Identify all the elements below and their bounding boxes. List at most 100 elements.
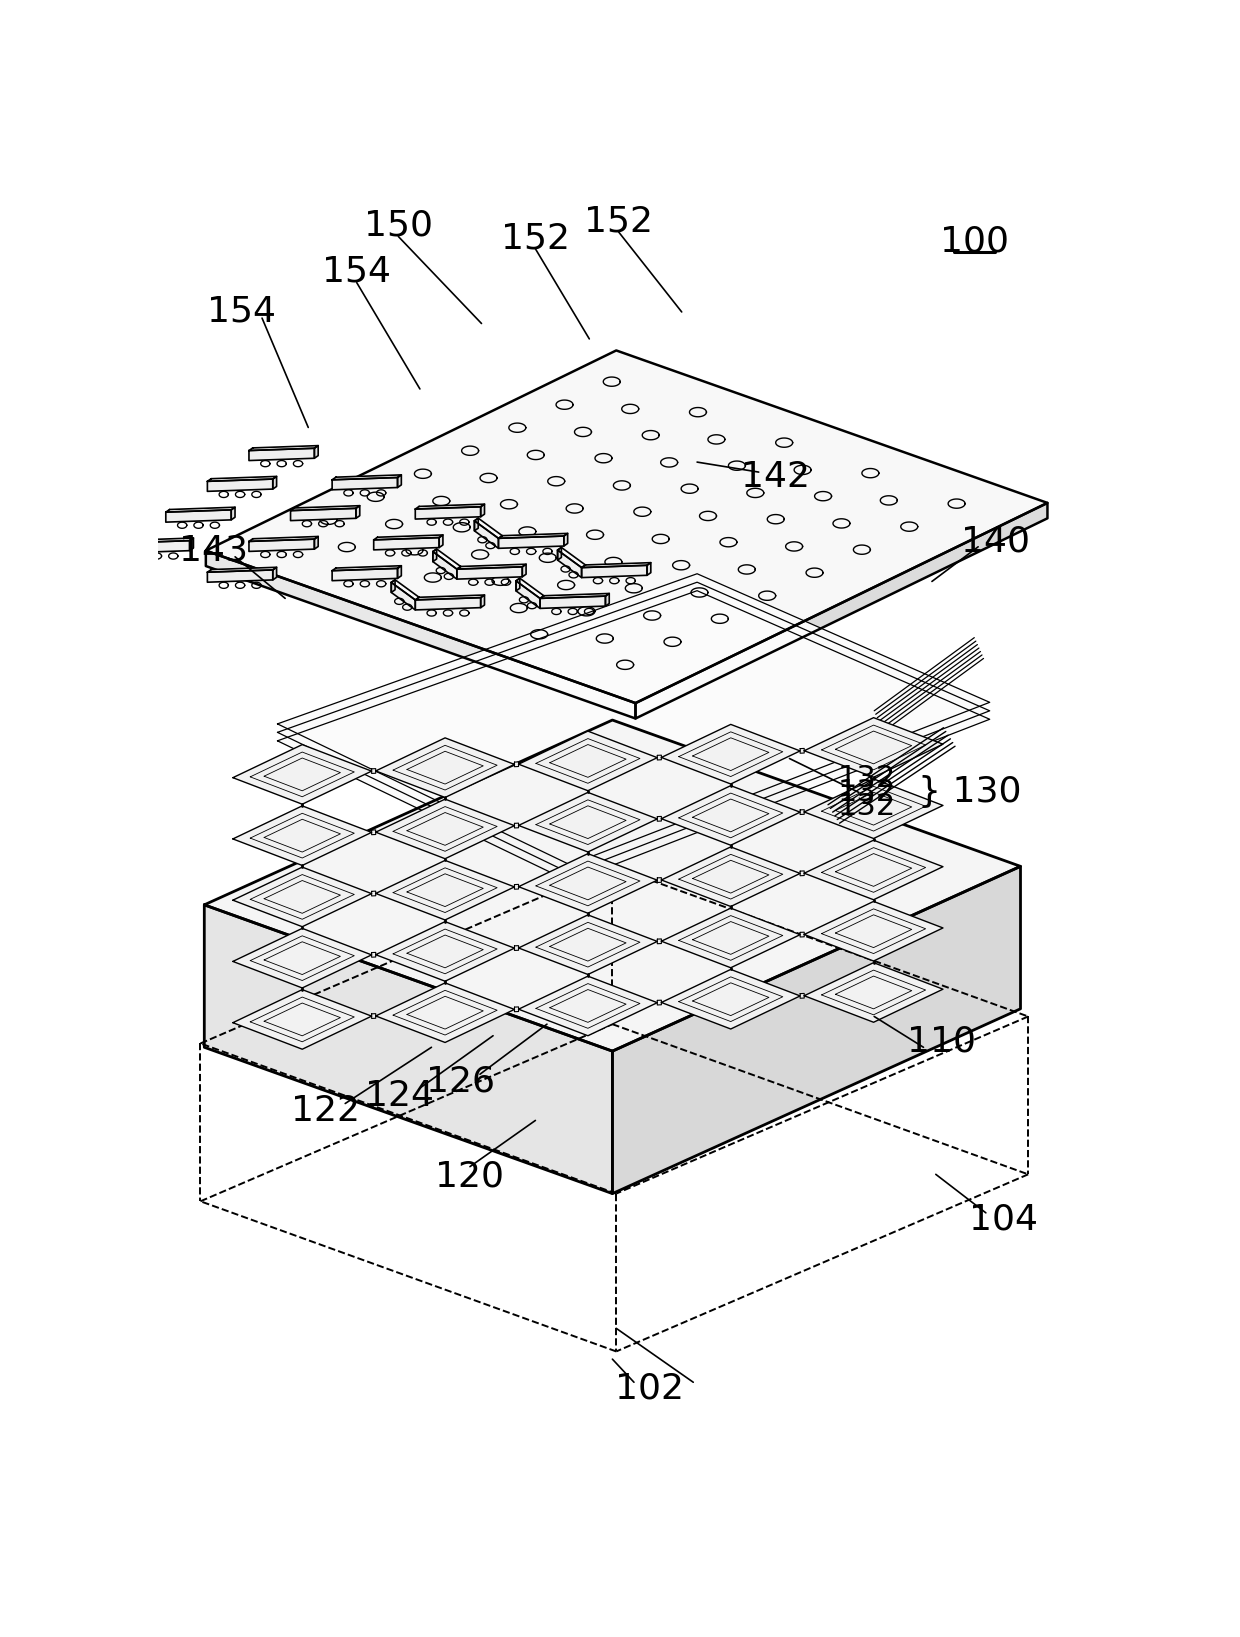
Polygon shape: [516, 581, 541, 609]
Polygon shape: [415, 504, 485, 509]
Text: 154: 154: [207, 295, 275, 329]
Polygon shape: [124, 539, 193, 543]
Text: 132: 132: [837, 792, 895, 820]
Polygon shape: [356, 506, 360, 519]
Polygon shape: [605, 594, 609, 606]
Polygon shape: [805, 963, 942, 1021]
Polygon shape: [332, 478, 398, 489]
Polygon shape: [415, 507, 481, 519]
Polygon shape: [273, 476, 277, 489]
Text: 140: 140: [961, 524, 1030, 558]
Polygon shape: [518, 976, 657, 1036]
Polygon shape: [522, 565, 526, 576]
Polygon shape: [498, 534, 568, 539]
Polygon shape: [518, 732, 657, 791]
Polygon shape: [231, 507, 236, 521]
Polygon shape: [456, 566, 522, 579]
Polygon shape: [541, 596, 605, 609]
Polygon shape: [398, 566, 402, 578]
Polygon shape: [233, 745, 372, 804]
Text: 143: 143: [179, 534, 248, 568]
Polygon shape: [518, 792, 657, 851]
Polygon shape: [249, 539, 315, 552]
Text: 132: 132: [837, 764, 895, 792]
Polygon shape: [233, 990, 372, 1049]
Polygon shape: [800, 748, 805, 753]
Polygon shape: [657, 877, 661, 882]
Polygon shape: [661, 909, 800, 967]
Polygon shape: [475, 521, 498, 548]
Polygon shape: [805, 779, 942, 838]
Polygon shape: [805, 840, 942, 900]
Polygon shape: [657, 817, 661, 822]
Polygon shape: [661, 969, 800, 1030]
Polygon shape: [166, 509, 231, 522]
Polygon shape: [206, 550, 635, 719]
Polygon shape: [278, 573, 990, 864]
Polygon shape: [376, 738, 515, 797]
Polygon shape: [372, 891, 376, 895]
Text: 104: 104: [970, 1202, 1038, 1236]
Polygon shape: [661, 725, 800, 784]
Polygon shape: [564, 534, 568, 547]
Text: 122: 122: [291, 1094, 361, 1128]
Polygon shape: [233, 805, 372, 866]
Polygon shape: [373, 537, 439, 550]
Polygon shape: [278, 583, 990, 873]
Text: 142: 142: [742, 460, 810, 494]
Polygon shape: [515, 946, 518, 951]
Polygon shape: [207, 570, 273, 583]
Polygon shape: [657, 755, 661, 760]
Text: 150: 150: [363, 208, 433, 242]
Polygon shape: [481, 594, 485, 607]
Polygon shape: [376, 799, 515, 859]
Text: 120: 120: [435, 1159, 505, 1193]
Text: 152: 152: [584, 205, 653, 237]
Polygon shape: [582, 565, 647, 578]
Polygon shape: [376, 861, 515, 920]
Text: 126: 126: [427, 1066, 495, 1098]
Polygon shape: [515, 1007, 518, 1012]
Polygon shape: [415, 598, 481, 611]
Polygon shape: [206, 350, 1048, 704]
Polygon shape: [233, 928, 372, 989]
Polygon shape: [372, 830, 376, 835]
Polygon shape: [332, 475, 402, 480]
Polygon shape: [249, 537, 319, 542]
Polygon shape: [558, 547, 562, 560]
Polygon shape: [558, 547, 585, 568]
Polygon shape: [541, 594, 609, 599]
Polygon shape: [415, 594, 485, 599]
Polygon shape: [249, 449, 315, 460]
Polygon shape: [332, 566, 402, 571]
Polygon shape: [805, 902, 942, 961]
Polygon shape: [398, 475, 402, 488]
Polygon shape: [373, 535, 443, 540]
Polygon shape: [805, 717, 942, 778]
Polygon shape: [657, 1000, 661, 1005]
Polygon shape: [290, 509, 356, 521]
Polygon shape: [657, 940, 661, 943]
Polygon shape: [800, 931, 805, 936]
Polygon shape: [498, 535, 564, 548]
Polygon shape: [332, 568, 398, 581]
Polygon shape: [475, 519, 502, 539]
Polygon shape: [205, 720, 1021, 1051]
Polygon shape: [661, 846, 800, 907]
Polygon shape: [207, 480, 273, 491]
Polygon shape: [205, 905, 613, 1193]
Polygon shape: [518, 853, 657, 913]
Polygon shape: [433, 548, 461, 570]
Polygon shape: [190, 539, 193, 550]
Polygon shape: [166, 507, 236, 512]
Polygon shape: [233, 868, 372, 927]
Polygon shape: [613, 866, 1021, 1193]
Polygon shape: [273, 568, 277, 579]
Polygon shape: [372, 769, 376, 773]
Polygon shape: [376, 982, 515, 1043]
Polygon shape: [475, 519, 479, 530]
Polygon shape: [558, 550, 582, 578]
Polygon shape: [518, 915, 657, 974]
Polygon shape: [433, 552, 456, 579]
Text: 132: 132: [837, 778, 895, 807]
